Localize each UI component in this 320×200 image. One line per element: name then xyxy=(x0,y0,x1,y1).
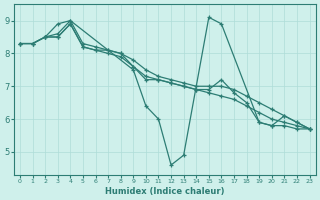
X-axis label: Humidex (Indice chaleur): Humidex (Indice chaleur) xyxy=(105,187,225,196)
